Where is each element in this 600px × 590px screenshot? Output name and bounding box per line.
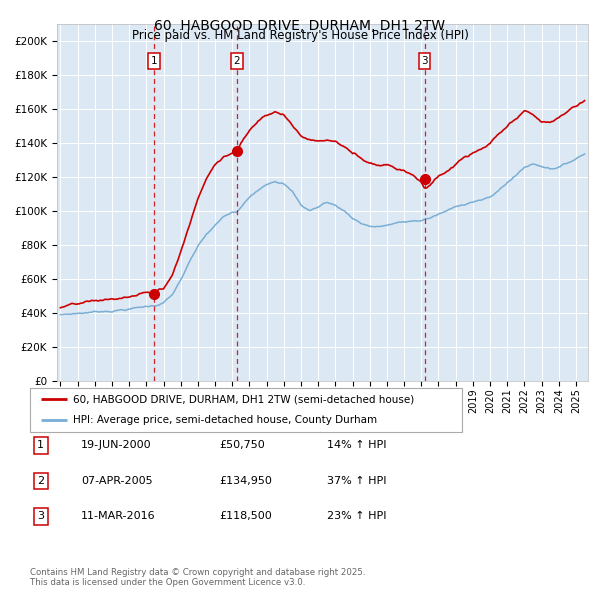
Text: £118,500: £118,500 [219, 512, 272, 521]
Text: 60, HABGOOD DRIVE, DURHAM, DH1 2TW (semi-detached house): 60, HABGOOD DRIVE, DURHAM, DH1 2TW (semi… [73, 394, 415, 404]
Text: 23% ↑ HPI: 23% ↑ HPI [327, 512, 386, 521]
Text: 14% ↑ HPI: 14% ↑ HPI [327, 441, 386, 450]
Text: 19-JUN-2000: 19-JUN-2000 [81, 441, 152, 450]
Text: 3: 3 [421, 56, 428, 66]
Text: 37% ↑ HPI: 37% ↑ HPI [327, 476, 386, 486]
Text: 2: 2 [37, 476, 44, 486]
Text: 1: 1 [37, 441, 44, 450]
Text: 3: 3 [37, 512, 44, 521]
Text: 07-APR-2005: 07-APR-2005 [81, 476, 152, 486]
Text: Price paid vs. HM Land Registry's House Price Index (HPI): Price paid vs. HM Land Registry's House … [131, 30, 469, 42]
FancyBboxPatch shape [30, 388, 462, 432]
Text: 60, HABGOOD DRIVE, DURHAM, DH1 2TW: 60, HABGOOD DRIVE, DURHAM, DH1 2TW [154, 19, 446, 33]
Text: 2: 2 [233, 56, 240, 66]
Text: £134,950: £134,950 [219, 476, 272, 486]
Text: 11-MAR-2016: 11-MAR-2016 [81, 512, 155, 521]
Text: 1: 1 [151, 56, 158, 66]
Text: Contains HM Land Registry data © Crown copyright and database right 2025.
This d: Contains HM Land Registry data © Crown c… [30, 568, 365, 587]
Text: £50,750: £50,750 [219, 441, 265, 450]
Text: HPI: Average price, semi-detached house, County Durham: HPI: Average price, semi-detached house,… [73, 415, 377, 425]
